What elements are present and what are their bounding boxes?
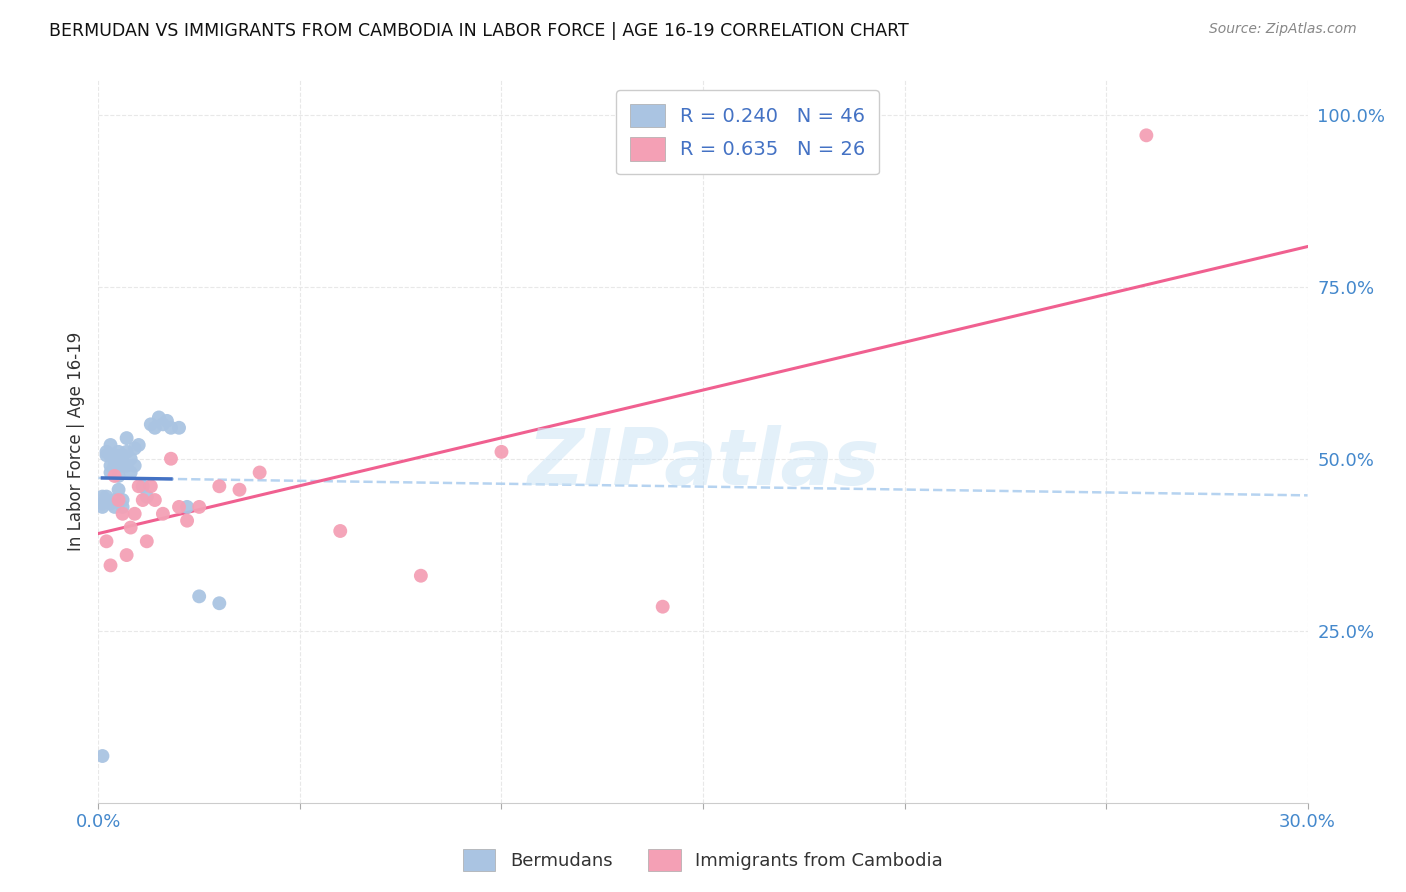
Point	[156, 414, 179, 428]
Point	[124, 458, 146, 473]
Text: ZIPatlas: ZIPatlas	[527, 425, 879, 501]
Point	[128, 479, 150, 493]
Point	[103, 448, 125, 462]
Point	[115, 458, 138, 473]
Point	[152, 417, 174, 432]
Point	[208, 596, 231, 610]
Point	[167, 500, 190, 514]
Point	[188, 590, 211, 604]
Point	[91, 490, 114, 504]
Point	[176, 514, 198, 528]
Point	[228, 483, 250, 497]
Point	[111, 507, 134, 521]
Point	[103, 500, 125, 514]
Legend: R = 0.240   N = 46, R = 0.635   N = 26: R = 0.240 N = 46, R = 0.635 N = 26	[616, 90, 879, 175]
Point	[91, 749, 114, 764]
Point	[100, 448, 122, 462]
Point	[103, 451, 125, 466]
Point	[107, 493, 129, 508]
Point	[115, 548, 138, 562]
Point	[96, 534, 118, 549]
Point	[124, 507, 146, 521]
Point	[111, 458, 134, 473]
Point	[107, 445, 129, 459]
Legend: Bermudans, Immigrants from Cambodia: Bermudans, Immigrants from Cambodia	[456, 842, 950, 879]
Point	[139, 417, 162, 432]
Point	[651, 599, 673, 614]
Point	[107, 451, 129, 466]
Point	[249, 466, 271, 480]
Point	[120, 466, 142, 480]
Point	[120, 520, 142, 534]
Point	[96, 490, 118, 504]
Point	[103, 469, 125, 483]
Y-axis label: In Labor Force | Age 16-19: In Labor Force | Age 16-19	[66, 332, 84, 551]
Point	[100, 558, 122, 573]
Point	[329, 524, 352, 538]
Point	[115, 445, 138, 459]
Point	[148, 410, 170, 425]
Point	[143, 421, 166, 435]
Point	[135, 534, 157, 549]
Point	[111, 500, 134, 514]
Point	[167, 421, 190, 435]
Point	[188, 500, 211, 514]
Point	[135, 490, 157, 504]
Point	[409, 568, 432, 582]
Point	[132, 479, 155, 493]
Point	[96, 493, 118, 508]
Point	[143, 493, 166, 508]
Point	[176, 500, 198, 514]
Point	[91, 496, 114, 510]
Point	[103, 493, 125, 508]
Point	[111, 448, 134, 462]
Point	[96, 445, 118, 459]
Point	[100, 458, 122, 473]
Point	[100, 438, 122, 452]
Point	[160, 421, 183, 435]
Point	[111, 493, 134, 508]
Point	[120, 451, 142, 466]
Point	[152, 507, 174, 521]
Text: BERMUDAN VS IMMIGRANTS FROM CAMBODIA IN LABOR FORCE | AGE 16-19 CORRELATION CHAR: BERMUDAN VS IMMIGRANTS FROM CAMBODIA IN …	[49, 22, 908, 40]
Point	[132, 493, 155, 508]
Text: Source: ZipAtlas.com: Source: ZipAtlas.com	[1209, 22, 1357, 37]
Point	[491, 445, 513, 459]
Point	[100, 496, 122, 510]
Point	[100, 466, 122, 480]
Point	[160, 451, 183, 466]
Point	[208, 479, 231, 493]
Point	[124, 442, 146, 456]
Point	[128, 438, 150, 452]
Point	[115, 431, 138, 445]
Point	[1135, 128, 1157, 143]
Point	[96, 448, 118, 462]
Point	[139, 479, 162, 493]
Point	[103, 458, 125, 473]
Point	[107, 469, 129, 483]
Point	[91, 500, 114, 514]
Point	[107, 483, 129, 497]
